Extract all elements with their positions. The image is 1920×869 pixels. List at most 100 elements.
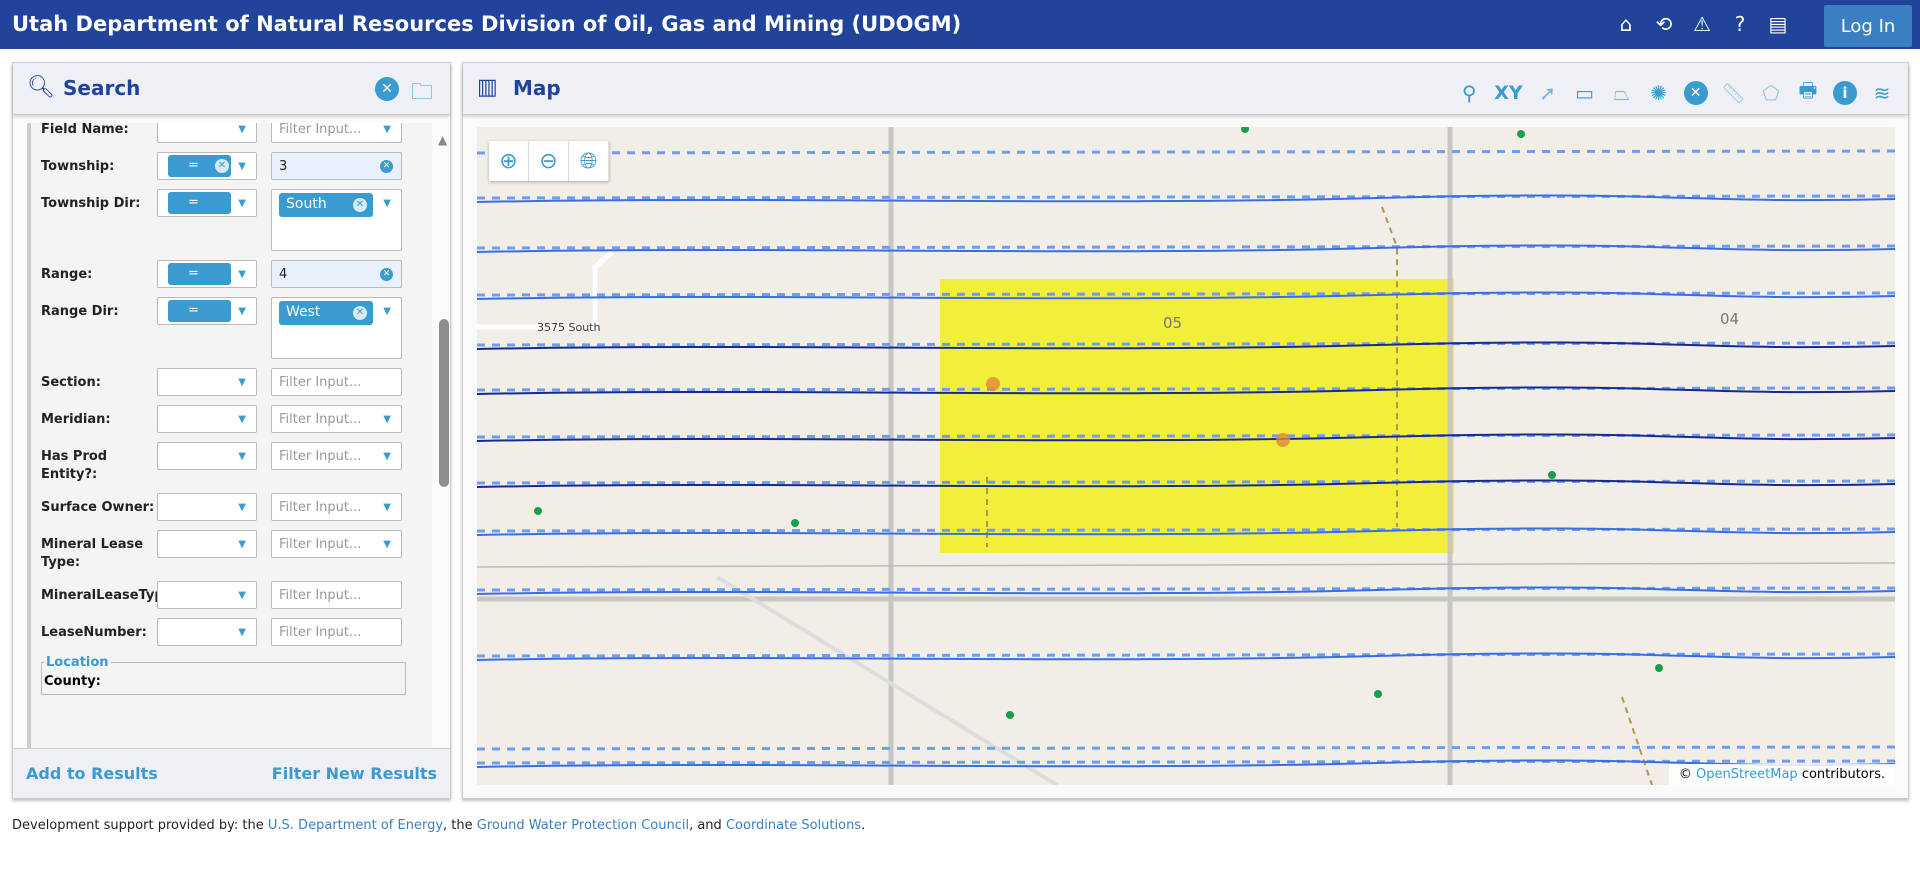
road	[715, 575, 1059, 785]
map-canvas[interactable]: 05 04 3575 South ⊕ ⊖ 🌐︎ © OpenStreetMap …	[477, 127, 1895, 785]
operator-select[interactable]: ▼	[157, 368, 257, 396]
well-path	[477, 341, 1895, 350]
app-title: Utah Department of Natural Resources Div…	[12, 12, 962, 36]
spinner-icon[interactable]: ✺	[1650, 81, 1667, 105]
location-group: Location County:	[41, 655, 406, 695]
has-prod-entity-input[interactable]: Filter Input... ▼	[271, 442, 402, 470]
search-title: Search	[63, 76, 141, 100]
help-icon[interactable]: ?	[1734, 12, 1746, 36]
map-attribution: © OpenStreetMap contributors.	[1668, 764, 1895, 785]
field-label: Range:	[41, 267, 93, 282]
rectangle-icon[interactable]: ▭	[1575, 81, 1595, 105]
field-label: Township:	[41, 159, 115, 174]
operator-select[interactable]: ▼	[157, 581, 257, 609]
field-name-input[interactable]: Filter Input... ▼	[271, 123, 402, 143]
coordinate-solutions-link[interactable]: Coordinate Solutions	[725, 818, 862, 833]
section-line	[477, 149, 1895, 155]
surface-owner-input[interactable]: Filter Input... ▼	[271, 493, 402, 521]
meridian-input[interactable]: Filter Input... ▼	[271, 405, 402, 433]
openstreetmap-link[interactable]: OpenStreetMap	[1696, 767, 1798, 782]
layers-icon[interactable]: ≋	[1873, 81, 1891, 105]
operator-select[interactable]: = ▼	[157, 297, 257, 325]
search-panel: 🔍︎ Search ✕ 🗀 Field Name: ▼ Filter Input…	[12, 62, 451, 799]
globe-icon[interactable]: 🌐︎	[569, 141, 609, 181]
well-path	[477, 527, 1895, 536]
operator-select[interactable]: ▼	[157, 442, 257, 470]
well-path	[477, 244, 1895, 253]
field-label: Mineral Lease Type:	[41, 537, 144, 570]
print-icon[interactable]: 🖶	[1798, 78, 1818, 102]
well-marker	[986, 377, 1000, 391]
scrollbar[interactable]: ▲ ▼	[434, 123, 452, 795]
rail	[477, 562, 1895, 568]
well-marker	[1241, 127, 1249, 133]
login-button[interactable]: Log In	[1824, 5, 1912, 47]
well-marker	[1374, 690, 1382, 698]
township-dir-select[interactable]: South ✕ ▼	[271, 189, 402, 251]
xy-button[interactable]: XY	[1494, 82, 1523, 104]
filter-new-results-link[interactable]: Filter New Results	[271, 764, 437, 783]
field-row-field-name: Field Name: ▼ Filter Input... ▼	[31, 123, 432, 143]
operator-select[interactable]: ▼	[157, 405, 257, 433]
section-input[interactable]: Filter Input...	[271, 368, 402, 396]
well-path	[477, 433, 1895, 442]
measure-line-icon[interactable]: 📏︎	[1720, 81, 1746, 105]
operator-select[interactable]: = ✕ ▼	[157, 152, 257, 180]
range-dir-select[interactable]: West ✕ ▼	[271, 297, 402, 359]
well-path	[477, 386, 1895, 395]
map-title: Map	[513, 76, 561, 100]
well-marker	[1548, 471, 1556, 479]
clear-search-icon[interactable]: ✕	[375, 77, 399, 101]
well-path	[477, 652, 1895, 661]
measure-area-icon[interactable]: ⬠	[1762, 81, 1780, 105]
section-line	[477, 745, 1895, 751]
road-3575-south	[477, 250, 614, 330]
home-icon[interactable]: ⌂	[1619, 12, 1633, 36]
boundary	[1381, 206, 1398, 527]
polygon-icon[interactable]: ⏢	[1613, 81, 1630, 105]
zoom-out-icon[interactable]: ⊖	[529, 141, 569, 181]
select-arrow-icon[interactable]: ➚	[1539, 81, 1556, 105]
township-input[interactable]: 3 ✕	[271, 152, 402, 180]
section-line	[477, 386, 1895, 392]
mineral-lease-typ-input[interactable]: Filter Input...	[271, 581, 402, 609]
field-row-range-dir: Range Dir: = ▼ West ✕ ▼	[31, 297, 432, 359]
county-label: County:	[44, 674, 101, 689]
highlighted-section	[940, 279, 1454, 553]
well-path	[477, 479, 1895, 488]
section-line	[477, 652, 1895, 658]
section-line	[477, 527, 1895, 533]
warning-icon[interactable]: ⚠	[1693, 12, 1711, 36]
gwpc-link[interactable]: Ground Water Protection Council	[476, 818, 690, 833]
operator-select[interactable]: = ▼	[157, 189, 257, 217]
field-label: Surface Owner:	[41, 500, 155, 515]
operator-select[interactable]: ▼	[157, 123, 257, 143]
operator-select[interactable]: = ▼	[157, 260, 257, 288]
document-icon[interactable]: ▤	[1768, 12, 1788, 36]
saved-searches-icon[interactable]: 🗀	[411, 80, 434, 105]
section-line	[477, 341, 1895, 347]
section-line	[477, 759, 1895, 765]
operator-select[interactable]: ▼	[157, 530, 257, 558]
scrollbar-thumb[interactable]	[439, 319, 449, 487]
doe-link[interactable]: U.S. Department of Energy	[267, 818, 444, 833]
info-icon[interactable]: i	[1833, 81, 1857, 105]
zoom-in-icon[interactable]: ⊕	[489, 141, 529, 181]
find-location-icon[interactable]: ⚲	[1461, 81, 1477, 105]
field-row-township: Township: = ✕ ▼ 3 ✕	[31, 152, 432, 180]
operator-select[interactable]: ▼	[157, 618, 257, 646]
field-row-surface-owner: Surface Owner: ▼ Filter Input... ▼	[31, 493, 432, 521]
section-label: 04	[1720, 310, 1739, 328]
mineral-lease-type-input[interactable]: Filter Input... ▼	[271, 530, 402, 558]
history-icon[interactable]: ⟲	[1655, 12, 1673, 36]
range-input[interactable]: 4 ✕	[271, 260, 402, 288]
well-marker	[1655, 664, 1663, 672]
field-row-meridian: Meridian: ▼ Filter Input... ▼	[31, 405, 432, 433]
clear-icon[interactable]: ✕	[1683, 81, 1708, 105]
section-line	[477, 586, 1895, 592]
operator-select[interactable]: ▼	[157, 493, 257, 521]
value-chip: South ✕	[279, 193, 373, 217]
lease-number-input[interactable]: Filter Input...	[271, 618, 402, 646]
field-label: Meridian:	[41, 412, 111, 427]
add-to-results-link[interactable]: Add to Results	[26, 764, 158, 783]
